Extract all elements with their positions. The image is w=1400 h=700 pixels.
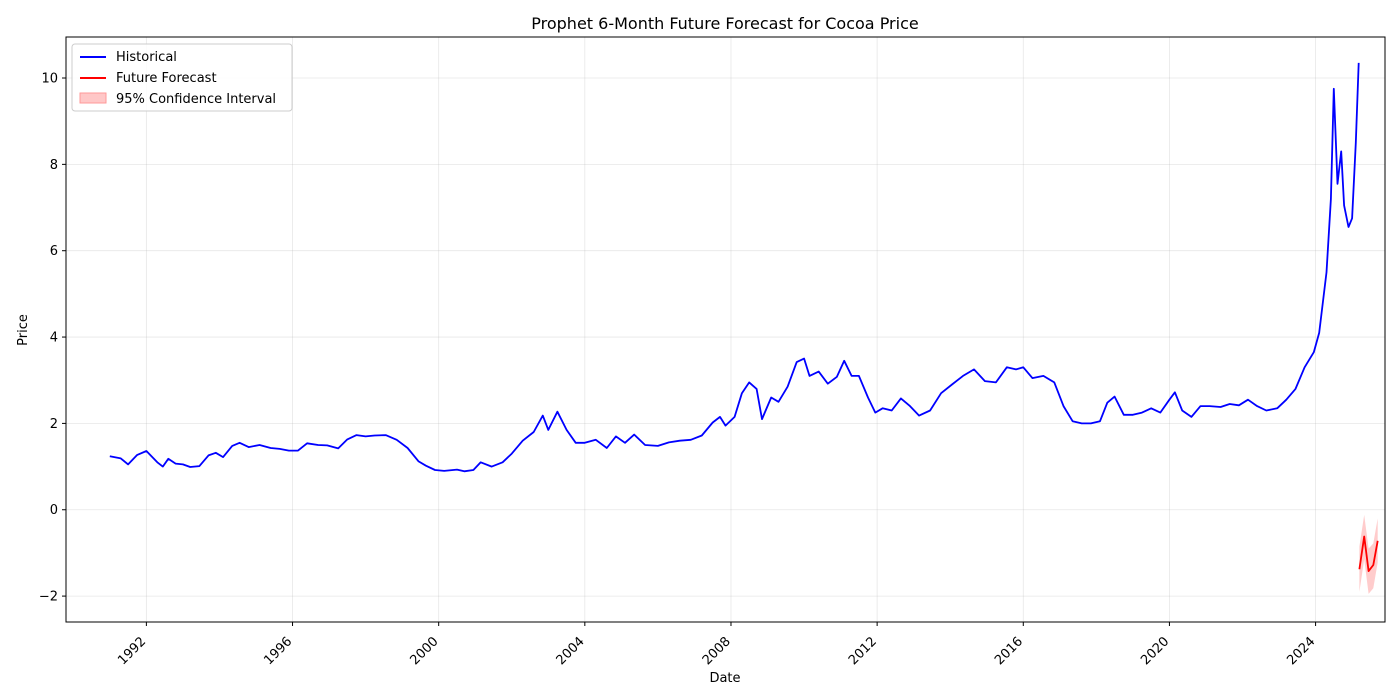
y-tick-label: 2 [50, 417, 58, 432]
y-axis-ticks: −2 0 2 4 6 8 10 [39, 72, 66, 605]
legend-forecast-label: Future Forecast [116, 71, 217, 86]
legend: Historical Future Forecast 95% Confidenc… [71, 43, 293, 112]
y-tick-label: 4 [50, 331, 58, 346]
legend-box [71, 43, 293, 112]
future-forecast-line [1358, 535, 1379, 572]
y-tick-label: 8 [50, 158, 58, 173]
chart-title: Prophet 6-Month Future Forecast for Coco… [531, 14, 918, 33]
plot-area-frame [65, 36, 1386, 623]
legend-historical-label: Historical [116, 50, 177, 65]
legend-ci-swatch [79, 92, 107, 104]
y-tick-label: 10 [41, 72, 58, 87]
y-tick-label: 6 [50, 244, 58, 259]
y-tick-label: 0 [50, 503, 58, 518]
confidence-interval-layer [1359, 514, 1378, 594]
x-axis-label: Date [709, 671, 740, 686]
confidence-interval-band [1359, 514, 1378, 594]
y-axis-label: Price [16, 314, 31, 346]
series-layer [109, 62, 1379, 572]
legend-ci-label: 95% Confidence Interval [116, 92, 276, 107]
grid [66, 37, 1385, 622]
y-tick-label: −2 [39, 590, 58, 605]
historical-line [109, 62, 1360, 473]
